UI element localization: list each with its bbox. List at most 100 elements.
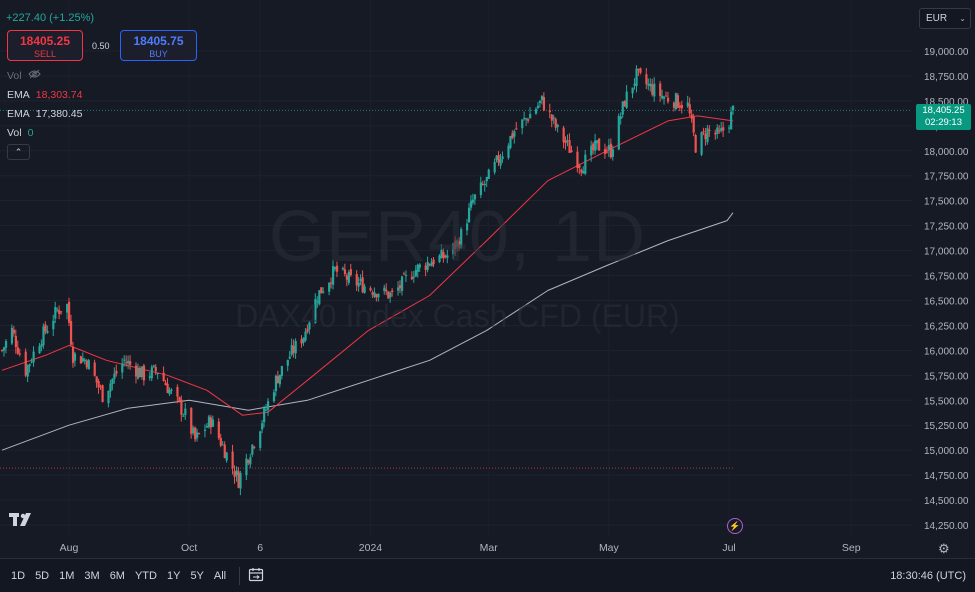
currency-selector[interactable]: EUR ⌄ [919,8,971,29]
candle [127,355,130,369]
chart-pane[interactable]: 14,250.00 14,500.00 14,750.00 15,000.00 15,2… [0,0,975,558]
candle-body [85,360,88,368]
candle [306,324,309,334]
candle [414,265,417,278]
candle [416,263,419,278]
price-chart[interactable]: 14,250.00 14,500.00 14,750.00 15,000.00 15,2… [0,0,975,558]
buy-button[interactable]: 18405.75 BUY [120,30,197,61]
candle-body [483,183,486,186]
candle-body [404,275,408,277]
candle-body [168,389,171,395]
candle-body [361,277,364,293]
candle [209,414,213,435]
sell-button[interactable]: 18405.25 SELL [7,30,83,61]
candle-body [182,415,185,417]
candle-body [176,387,179,397]
candle [582,166,585,174]
candle-body [469,200,473,208]
candle [245,453,248,481]
legend-ema-fast[interactable]: EMA 18,303.74 [7,89,82,101]
y-tick-label: 17,750.00 [924,172,969,183]
candle-body [369,287,372,291]
candle-body [278,374,282,385]
candle [499,153,502,169]
candle [292,339,295,358]
candle-body [97,381,100,388]
candle [69,314,73,347]
candle [446,249,449,264]
candle [400,275,404,296]
candle [509,135,512,150]
y-tick-label: 15,000.00 [924,446,969,457]
candle-body [452,243,455,255]
tradingview-logo[interactable] [9,513,35,532]
candle-body [686,102,689,107]
candle-body [467,207,471,223]
candle [10,324,14,346]
eye-off-icon[interactable] [27,69,41,82]
collapse-legend-button[interactable]: ⌃ [7,144,30,160]
candle [278,374,282,388]
candle-body [205,426,209,428]
legend-vol-hidden[interactable]: Vol [7,69,41,82]
candle [56,307,59,313]
candle [700,131,703,157]
range-button-1d[interactable]: 1D [11,569,26,582]
y-tick-label: 18,750.00 [924,72,969,83]
candle [142,363,146,386]
range-button-ytd[interactable]: YTD [134,569,157,582]
range-button-5d[interactable]: 5D [35,569,50,582]
candle-body [672,102,676,108]
candle-body [633,83,636,86]
legend-ema-slow[interactable]: EMA 17,380.45 [7,108,82,120]
candle-body [637,68,640,70]
candle-body [645,74,648,85]
legend-volume[interactable]: Vol 0 [7,127,33,139]
range-button-1y[interactable]: 1Y [166,569,181,582]
candle-body [290,345,293,355]
candle [536,102,540,110]
candle-body [306,328,309,332]
candle-body [377,293,380,298]
candle-body [617,116,620,150]
candle [176,384,179,404]
candle [566,134,569,147]
candle [60,311,63,315]
candle-body [578,165,581,168]
candle [302,337,305,346]
calendar-range-icon[interactable] [248,567,264,585]
y-tick-label: 15,750.00 [924,371,969,382]
x-tick-label: Jul [722,542,735,554]
range-button-3m[interactable]: 3M [84,569,100,582]
range-button-5y[interactable]: 5Y [190,569,204,582]
candle-body [316,301,319,303]
y-tick-label: 14,750.00 [924,471,969,482]
candle [99,384,102,390]
candle-body [576,151,579,168]
candle [192,425,195,436]
candle [288,351,291,360]
candle-body [651,84,654,95]
candle [694,133,697,153]
candle [168,387,171,396]
utc-clock[interactable]: 18:30:46 (UTC) [890,569,966,582]
range-button-6m[interactable]: 6M [109,569,125,582]
chevron-down-icon: ⌄ [959,14,966,23]
candle [444,254,447,259]
candle-body [509,136,512,148]
candle-body [93,362,96,376]
range-button-1m[interactable]: 1M [59,569,75,582]
gear-icon[interactable]: ⚙ [938,541,950,556]
candle-body [621,101,624,115]
lightning-icon[interactable]: ⚡ [727,518,743,534]
candle-body [523,117,526,119]
candle [663,95,666,105]
candle-body [542,97,546,111]
candle [300,335,303,348]
candle [452,242,455,260]
candle [649,78,652,92]
candle-body [456,240,459,247]
range-button-all[interactable]: All [213,569,227,582]
x-tick-label: Aug [60,542,79,554]
candle-body [548,110,551,113]
